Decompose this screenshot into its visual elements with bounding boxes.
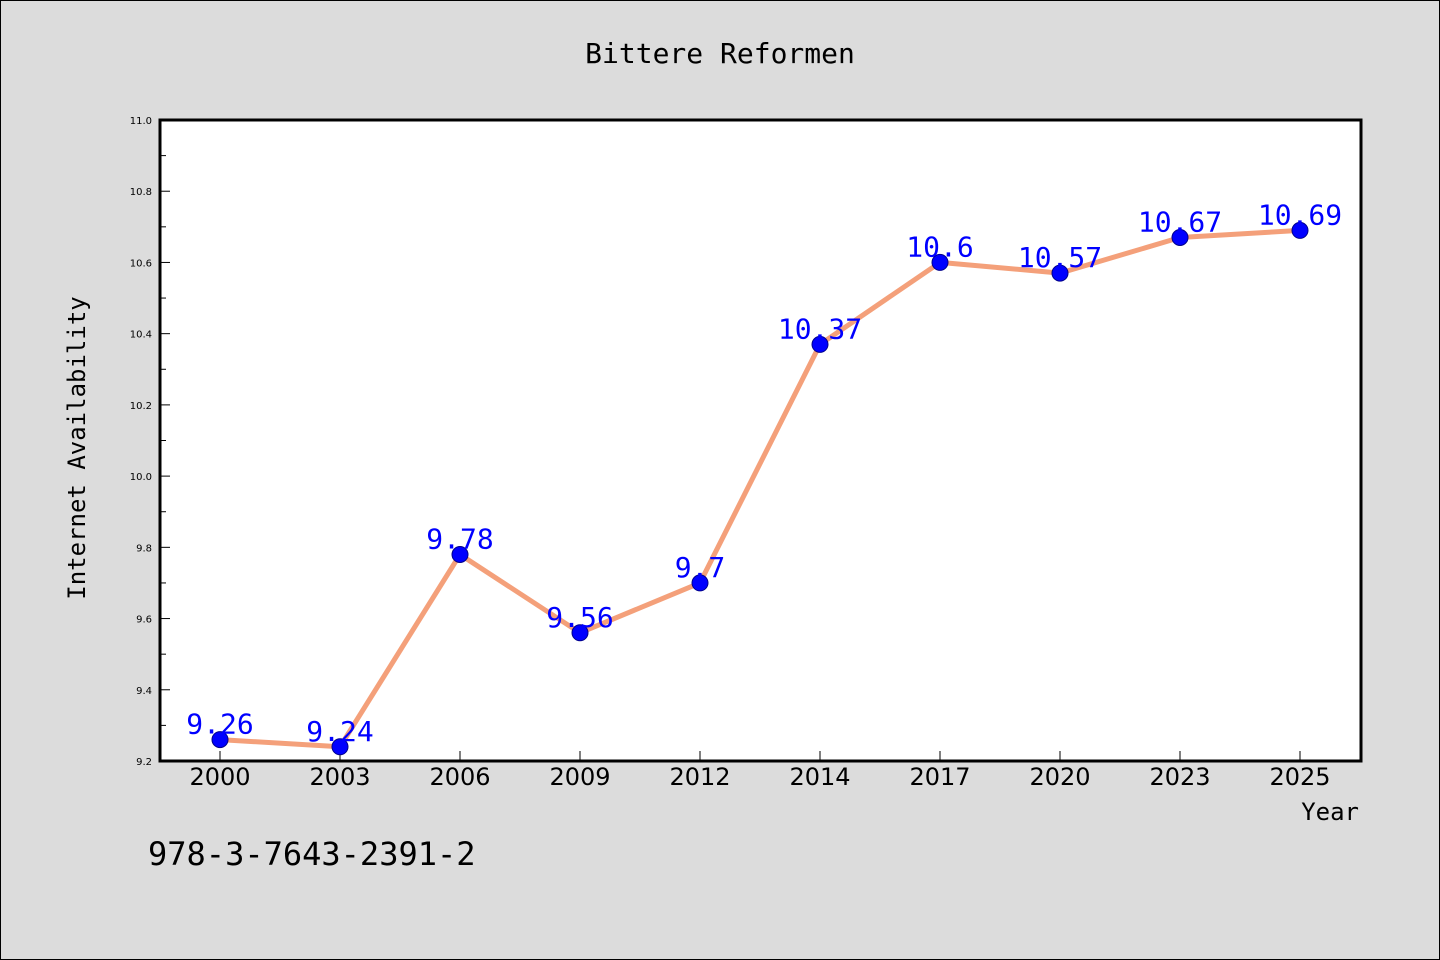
series-line [219, 227, 1301, 750]
y-tick-label: 9.8 [136, 543, 152, 554]
x-tick-label: 2009 [549, 763, 610, 791]
x-tick-label: 2003 [309, 763, 370, 791]
x-tick-label: 2000 [189, 763, 250, 791]
x-tick-label: 2017 [909, 763, 970, 791]
x-tick-label: 2020 [1029, 763, 1090, 791]
data-point [691, 574, 709, 592]
y-tick-label: 11.0 [130, 116, 152, 127]
data-point [811, 335, 829, 353]
plot-frame [158, 118, 1363, 763]
plot-area [160, 120, 1361, 761]
y-tick-label: 9.2 [136, 757, 152, 768]
data-label: 9.7 [675, 551, 726, 584]
y-tick-label: 10.6 [130, 258, 152, 269]
data-points [211, 221, 1309, 756]
data-label: 10.37 [778, 312, 862, 345]
x-tick-label: 2014 [789, 763, 850, 791]
y-tick-label: 10.0 [130, 472, 152, 483]
data-label: 10.57 [1018, 241, 1102, 274]
data-label: 9.56 [546, 601, 613, 634]
data-point [1051, 264, 1069, 282]
y-tick-label: 9.4 [136, 686, 152, 697]
data-labels: 9.26 9.24 9.78 9.56 9.7 10.37 10.6 10.57 10.67 10… [186, 198, 1342, 747]
x-axis-label: Year [1301, 798, 1359, 826]
data-label: 10.6 [906, 230, 973, 263]
x-tick-label: 2012 [669, 763, 730, 791]
y-tick-label: 10.8 [130, 187, 152, 198]
x-axis: 2000 2003 2006 2009 2012 2014 2017 2020 2023 2025 [189, 751, 1331, 791]
data-point [931, 253, 949, 271]
data-label: 9.24 [306, 715, 373, 748]
data-point [211, 731, 229, 749]
data-point [1291, 221, 1309, 239]
x-tick-label: 2006 [429, 763, 490, 791]
data-point [331, 738, 349, 756]
data-point [571, 624, 589, 642]
y-tick-label: 10.4 [130, 330, 152, 341]
data-label: 9.78 [426, 523, 493, 556]
data-label: 10.67 [1138, 206, 1222, 239]
x-tick-label: 2023 [1149, 763, 1210, 791]
data-point [1171, 229, 1189, 246]
data-point [451, 546, 469, 563]
data-label: 10.69 [1258, 198, 1342, 231]
y-axis-label: Internet Availability [63, 296, 91, 599]
data-label: 9.26 [186, 708, 253, 741]
x-tick-label: 2025 [1269, 763, 1330, 791]
y-tick-label: 10.2 [130, 401, 152, 412]
isbn-text: 978-3-7643-2391-2 [148, 835, 476, 873]
chart-title: Bittere Reformen [585, 37, 855, 70]
y-tick-label: 9.6 [136, 615, 152, 626]
